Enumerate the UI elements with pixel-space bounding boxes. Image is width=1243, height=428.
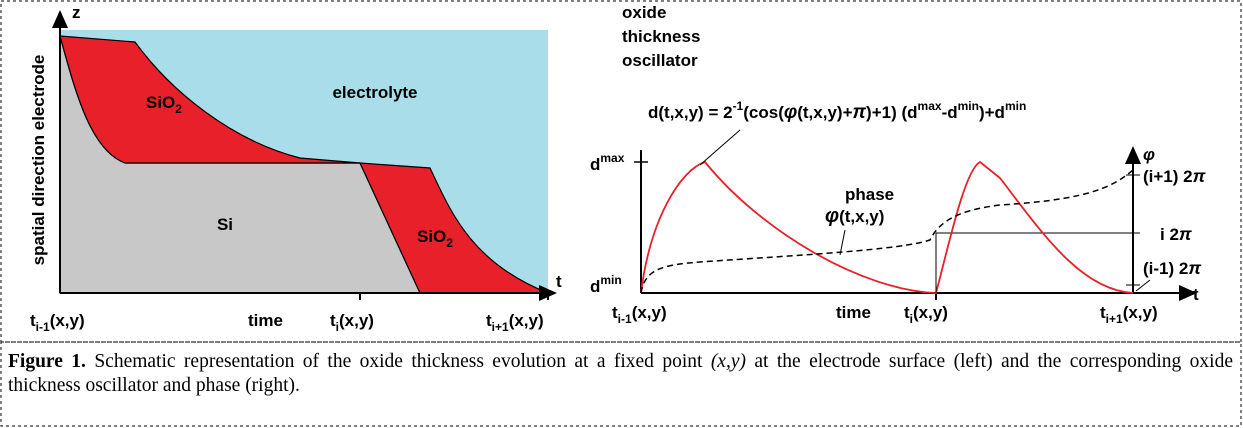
sio2-label: SiO2 [146,93,182,116]
text-part: t [486,311,492,330]
formula: d(t,x,y) = 2-1(cos(φ(t,x,y)+π)+1) (dmax-… [648,99,1026,123]
text-part: SiO [146,93,175,112]
text-part: time [248,311,283,330]
phase-curve [640,169,1134,294]
x-tick-label: ti(x,y) [904,303,948,326]
text-part: φ [784,102,797,123]
caption: Figure 1. Schematic representation of th… [8,350,1233,398]
text-part: min [600,273,621,287]
text-part: t [1100,303,1106,322]
text-part: i [336,320,339,334]
d-min-label: dmin [590,273,622,296]
thickness-curve [640,160,1134,294]
text-part: (x,y) [509,311,544,330]
text-part: i+1 [492,320,509,334]
y-label: spatial direction electrode [29,55,48,266]
text-part: (x,y) [913,303,948,322]
text-part: 2 [175,102,182,116]
text-part: min [958,99,979,113]
text-part: π [1193,166,1206,186]
text-part: max [918,99,942,113]
leader [839,229,846,256]
x-label: time [248,311,283,330]
x-tick-label: ti+1(x,y) [486,311,544,334]
text-part: φ [825,205,839,227]
caption-text: Schematic representation of the oxide th… [94,351,711,372]
leader [1135,279,1151,292]
text-part: d(t,x,y) = 2 [648,103,733,122]
figure-frame [0,0,1242,343]
caption-italic: (x,y) [710,351,746,372]
text-part: i-1 [36,320,50,334]
text-part: (i+1) 2 [1143,167,1193,186]
text-part: (x,y) [50,311,85,330]
text-part: π [1179,224,1192,244]
text-part: -1 [733,99,744,113]
x-tick-label: ti(x,y) [330,311,374,334]
phase-label: phase [845,185,894,204]
text-part: (x,y) [339,311,374,330]
text-part: 2 [446,236,453,250]
phi-label: φ [1143,145,1155,164]
electrolyte-label: electrolyte [332,83,417,102]
text-part: i [910,312,913,326]
x-tick-label: ti-1(x,y) [30,311,85,334]
text-part: π [1188,258,1201,278]
z-label: z [72,3,81,22]
sio2-label: SiO2 [417,227,453,250]
caption-text: at the electrode surface (left) and the … [8,351,1234,396]
t-label: t [1193,285,1199,304]
leader [699,129,741,166]
text-part: i 2 [1160,225,1179,244]
title-line: oscillator [622,51,698,70]
title-line: thickness [622,27,700,46]
x-tick-label: ti+1(x,y) [1100,303,1158,326]
caption-label: Figure 1. [8,351,86,372]
text-part: SiO [417,227,446,246]
phase-tick-label: i 2π [1160,224,1192,244]
oxide-region [59,35,361,164]
text-part: (t,x,y)+ [797,103,852,122]
text-part: (t,x,y) [839,207,884,226]
caption-frame [0,341,1242,427]
text-part: t [30,311,36,330]
text-part: (cos( [743,103,784,122]
text-part: )+d [979,103,1005,122]
t-label: t [556,272,562,291]
x-label: time [836,303,871,322]
text-part: (x,y) [1123,303,1158,322]
text-part: )+1) (d [866,103,917,122]
text-part: i-1 [618,312,632,326]
phase-function: φ(t,x,y) [825,205,884,227]
text-part: d [590,277,600,296]
x-tick-label: ti-1(x,y) [612,303,667,326]
text-part: t [904,303,910,322]
text-part: (i-1) 2 [1143,259,1188,278]
text-part: max [600,151,624,165]
text-part: t [612,303,618,322]
text-part: time [836,303,871,322]
phase-tick-label: (i-1) 2π [1143,258,1201,278]
text-part: t [330,311,336,330]
text-part: π [853,102,867,123]
title-line: oxide [622,3,666,22]
d-max-label: dmax [590,151,625,174]
text-part: -d [942,103,958,122]
text-part: (x,y) [632,303,667,322]
si-label: Si [217,215,233,234]
text-part: i+1 [1106,312,1123,326]
text-part: min [1005,99,1026,113]
phase-tick-label: (i+1) 2π [1143,166,1206,186]
text-part: d [590,155,600,174]
